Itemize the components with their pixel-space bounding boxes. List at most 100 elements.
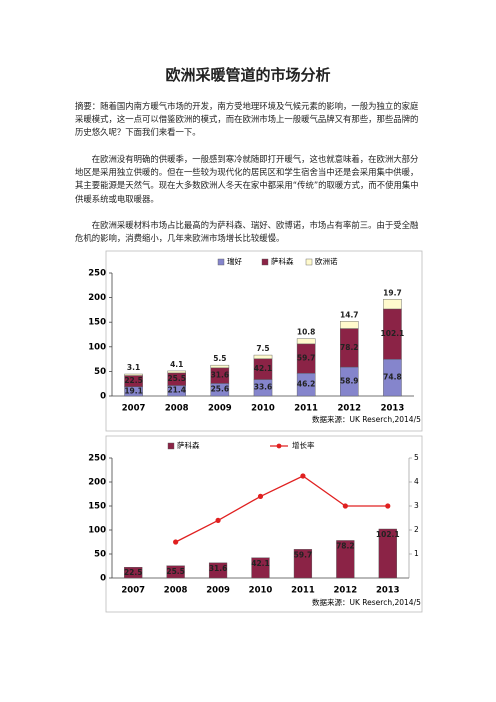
bar: [210, 364, 230, 369]
legend-label: 瑞好: [227, 256, 242, 266]
doc-title: 欧洲采暖管道的市场分析: [165, 66, 331, 84]
data-label: 102.1: [376, 530, 400, 539]
y-tick-label: 250: [88, 454, 106, 464]
y2-tick-label: 2: [414, 525, 419, 534]
line-point: [342, 503, 348, 509]
y-tick-label: 200: [88, 478, 106, 488]
data-label: 78.2: [340, 343, 359, 352]
data-label: 22.5: [124, 376, 143, 385]
line-point: [257, 493, 264, 499]
bar: [293, 549, 313, 579]
bar: [124, 567, 143, 579]
x-tick-label: 2008: [165, 404, 189, 414]
y2-tick-label: 1: [414, 549, 419, 558]
legend-swatch: [217, 258, 225, 266]
data-label: 25.6: [211, 385, 230, 394]
y-tick-label: 100: [88, 526, 106, 536]
y-tick-label: 200: [88, 293, 106, 303]
legend-marker: [276, 443, 282, 449]
x-tick-label: 2010: [251, 404, 275, 414]
y-tick-label: 50: [94, 550, 106, 560]
data-label: 59.7: [294, 550, 313, 559]
data-label: 14.7: [340, 310, 359, 319]
bar: [167, 370, 186, 374]
data-label: 25.5: [167, 374, 186, 383]
data-label: 59.7: [297, 354, 316, 363]
legend-label: 萨科森: [271, 256, 294, 266]
x-tick-label: 2012: [334, 586, 358, 596]
x-tick-label: 2007: [122, 404, 146, 414]
chart-frame: [105, 250, 423, 432]
data-label: 33.6: [254, 383, 273, 392]
source-note: 数据来源：UK Reserch,2014/5: [312, 414, 421, 424]
bar: [251, 557, 270, 579]
x-tick-label: 2013: [381, 404, 405, 414]
data-label: 19.1: [124, 386, 143, 395]
line-point: [385, 503, 391, 509]
line-point: [173, 539, 179, 545]
x-tick-label: 2011: [291, 586, 315, 596]
bar: [253, 354, 273, 359]
paragraph: 在欧洲没有明确的供暖季，一般感到寒冷就随即打开暖气，这也就意味着，在欧洲大部分地…: [75, 154, 419, 204]
line: [175, 475, 388, 543]
legend-label: 萨科森: [177, 440, 200, 450]
x-tick-label: 2008: [164, 586, 188, 596]
line-point: [215, 517, 221, 524]
data-label: 78.2: [336, 541, 355, 550]
bar: [383, 299, 402, 310]
data-label: 74.8: [383, 373, 402, 382]
x-tick-label: 2011: [294, 404, 318, 414]
data-label: 102.1: [381, 329, 405, 338]
x-tick-label: 2007: [121, 586, 145, 596]
x-tick-label: 2009: [206, 586, 230, 596]
data-label: 4.1: [170, 360, 183, 369]
legend-label: 欧洲诺: [315, 256, 338, 266]
bar: [336, 540, 355, 579]
data-label: 10.8: [297, 328, 316, 337]
bar: [340, 321, 359, 329]
x-tick-label: 2012: [337, 404, 361, 414]
bar: [296, 338, 316, 345]
data-label: 31.6: [211, 371, 230, 380]
paragraph: 在欧洲采暖材料市场占比最高的为萨科森、瑞好、欧博诺，市场占有率前三。由于受全融危…: [75, 220, 419, 244]
data-label: 42.1: [251, 559, 270, 568]
y2-tick-label: 3: [414, 501, 419, 510]
y-tick-label: 50: [94, 367, 106, 377]
paragraph: 摘要：随着国内南方暖气市场的开发，南方受地理环境及气候元素的影响，一般为独立的家…: [75, 101, 419, 138]
y2-tick-label: 4: [414, 477, 419, 486]
y-tick-label: 0: [100, 392, 106, 402]
y-tick-label: 0: [100, 574, 106, 584]
source-note: 数据来源：UK Reserch,2014/5: [312, 597, 421, 607]
data-label: 21.4: [167, 386, 186, 395]
data-label: 46.2: [297, 380, 316, 389]
bar: [378, 528, 397, 579]
chart-frame: [105, 435, 423, 613]
bar: [124, 373, 143, 376]
data-label: 7.5: [256, 344, 269, 353]
y2-tick-label: 5: [414, 453, 419, 462]
data-label: 19.7: [383, 288, 402, 297]
legend-label: 增长率: [292, 440, 315, 450]
data-label: 3.1: [127, 363, 140, 372]
data-label: 22.5: [124, 568, 143, 577]
data-label: 58.9: [340, 377, 359, 386]
x-tick-label: 2010: [249, 586, 273, 596]
legend-swatch: [261, 258, 269, 266]
bar: [166, 565, 185, 579]
x-tick-label: 2013: [376, 586, 400, 596]
y-tick-label: 250: [88, 269, 106, 279]
data-label: 42.1: [254, 364, 273, 373]
bar: [208, 562, 228, 579]
data-label: 5.5: [213, 354, 226, 363]
legend-swatch: [167, 442, 175, 450]
legend-swatch: [305, 258, 313, 266]
x-tick-label: 2009: [208, 404, 232, 414]
data-label: 31.6: [209, 564, 228, 573]
y-tick-label: 150: [88, 318, 106, 328]
line-point: [300, 473, 306, 479]
data-label: 25.5: [166, 567, 185, 576]
y-tick-label: 100: [88, 342, 106, 352]
y-tick-label: 150: [88, 502, 106, 512]
